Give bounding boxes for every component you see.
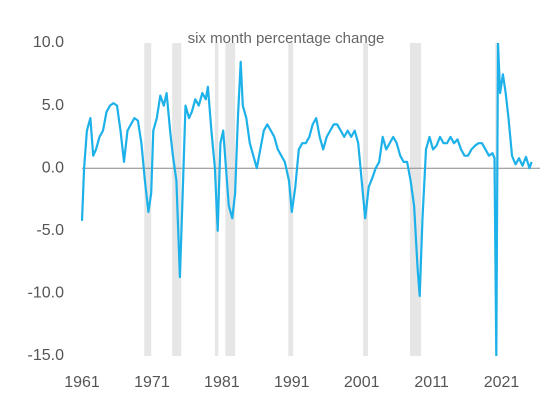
x-tick-label: 1961 [64,374,100,391]
x-tick-label: 2011 [414,374,449,391]
x-tick-label: 1971 [134,374,170,391]
y-tick-label: -5.0 [36,222,64,239]
x-tick-label: 1991 [274,374,310,391]
chart-title: six month percentage change [188,30,385,47]
y-tick-label: 10.0 [33,34,64,51]
recession-band [409,43,422,356]
recession-band [363,43,368,356]
recession-band [225,43,236,356]
x-tick-label: 2001 [344,374,380,391]
x-tick-label: 2021 [484,374,520,391]
x-tick-label: 1981 [204,374,240,391]
y-tick-label: -10.0 [28,285,65,302]
data-line [80,43,533,356]
y-tick-label: -15.0 [28,347,65,364]
y-tick-label: 5.0 [42,97,64,114]
y-tick-label: 0.0 [42,159,64,176]
